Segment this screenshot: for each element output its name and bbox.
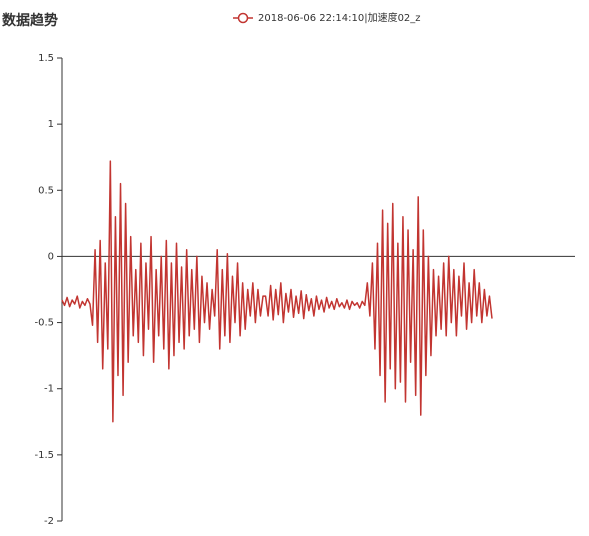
chart-title: 数据趋势 — [2, 12, 58, 29]
y-tick-label: 0 — [48, 251, 54, 262]
legend-label: 2018-06-06 22:14:10|加速度02_z — [258, 11, 421, 24]
y-tick-label: -2 — [44, 516, 54, 527]
series-line — [61, 160, 493, 423]
y-tick-label: -1.5 — [34, 450, 54, 461]
y-tick-label: -1 — [44, 384, 54, 395]
y-tick-label: 1.5 — [38, 53, 54, 64]
y-tick-label: 1 — [48, 119, 54, 130]
y-tick-label: -0.5 — [34, 318, 54, 329]
legend-symbol — [237, 12, 249, 24]
y-tick-label: 0.5 — [38, 185, 54, 196]
